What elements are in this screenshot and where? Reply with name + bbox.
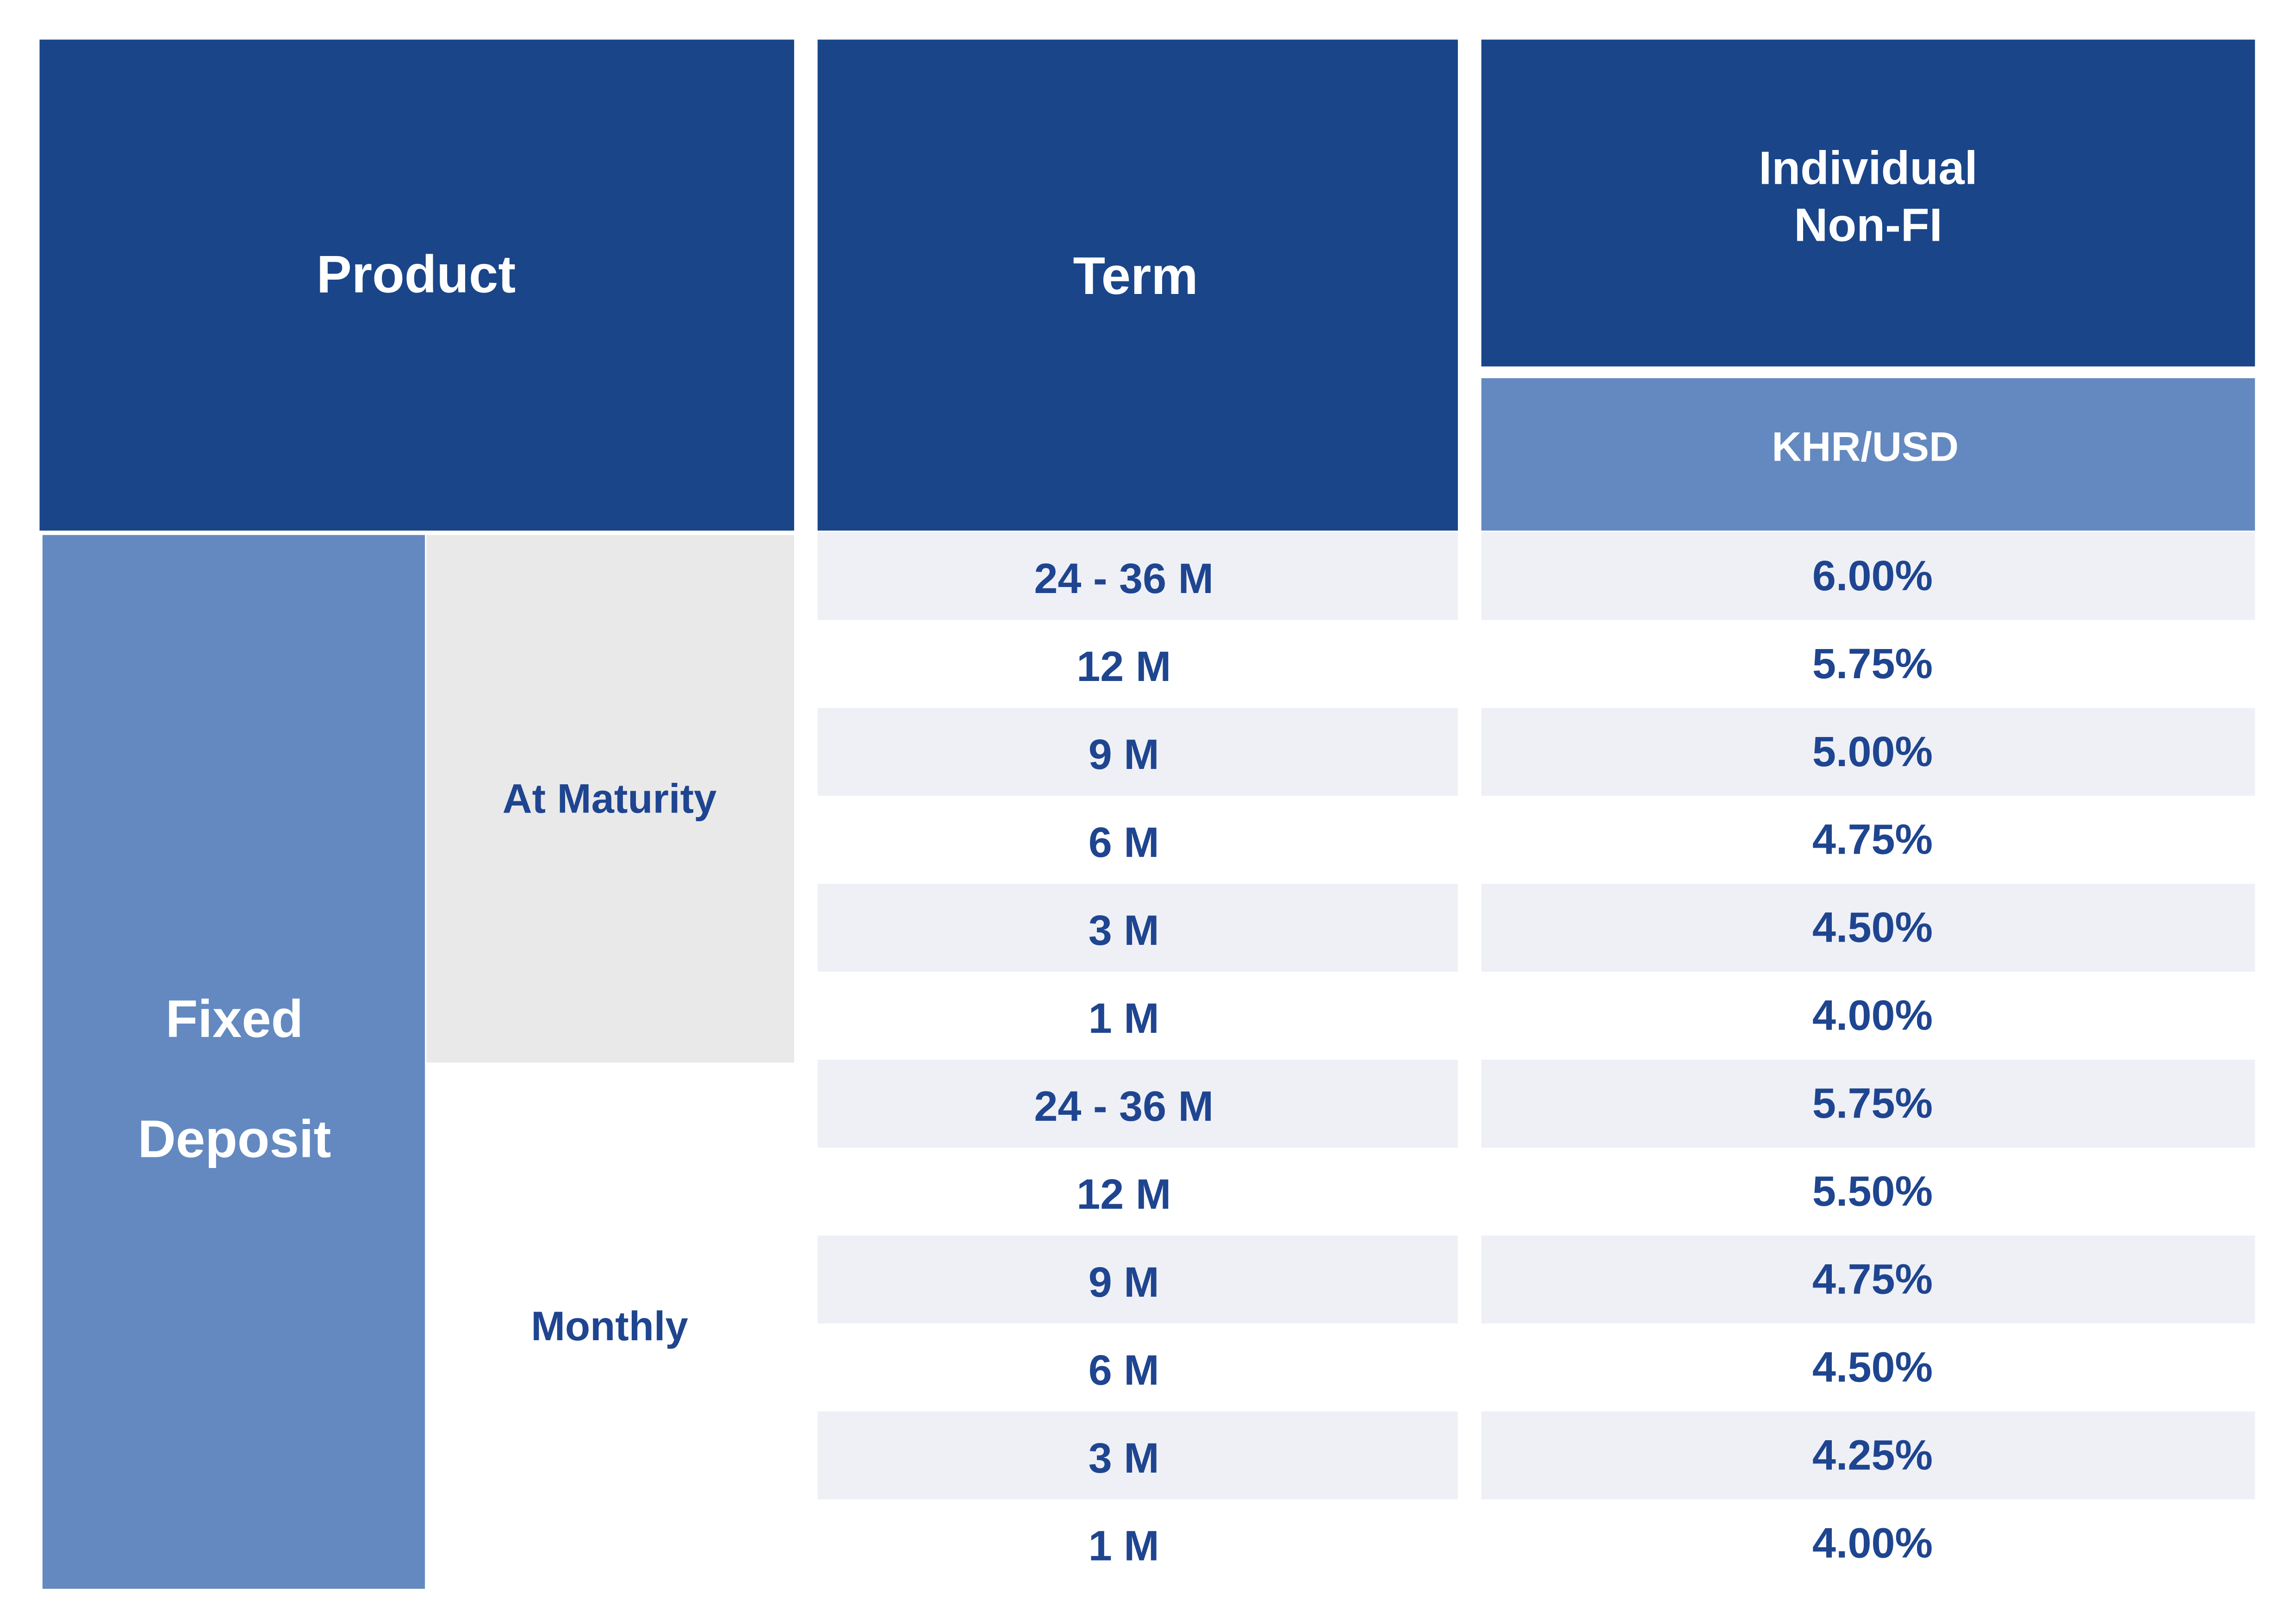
- subheader-text: KHR/USD: [1772, 424, 1959, 469]
- term-text: 1 M: [1089, 1523, 1159, 1570]
- term-text: 3 M: [1089, 1435, 1159, 1482]
- term-cell: [817, 1323, 1458, 1412]
- rate-text: 4.75%: [1812, 1256, 1933, 1303]
- rate-cell: [1481, 1235, 2255, 1324]
- rate-cell: [1481, 708, 2255, 796]
- rate-cell: [1481, 1323, 2255, 1412]
- group-cell: [426, 1062, 794, 1591]
- product-text: Deposit: [138, 1110, 331, 1169]
- header-text: Individual: [1759, 142, 1978, 194]
- rate-cell: [1481, 972, 2255, 1060]
- group-text: Monthly: [531, 1303, 688, 1349]
- header-cell: [817, 39, 1458, 531]
- rate-cell: [1481, 532, 2255, 620]
- term-cell: [817, 1499, 1458, 1587]
- term-cell: [817, 708, 1458, 796]
- term-cell: [817, 1060, 1458, 1148]
- term-cell: [817, 972, 1458, 1060]
- product-cell: [42, 535, 425, 1589]
- rate-text: 6.00%: [1812, 552, 1933, 600]
- rate-text: 4.75%: [1812, 816, 1933, 863]
- term-text: 24 - 36 M: [1034, 555, 1213, 602]
- rate-text: 4.00%: [1812, 1519, 1933, 1567]
- term-cell: [817, 1235, 1458, 1324]
- rate-cell: [1481, 1060, 2255, 1148]
- header-text: Term: [1073, 247, 1198, 306]
- rate-text: 5.75%: [1812, 1080, 1933, 1127]
- rate-cell: [1481, 884, 2255, 972]
- term-text: 6 M: [1089, 819, 1159, 866]
- term-cell: [817, 620, 1458, 708]
- rate-cell: [1481, 1499, 2255, 1587]
- term-cell: [817, 884, 1458, 972]
- term-text: 24 - 36 M: [1034, 1083, 1213, 1130]
- header-text: Non-FI: [1794, 199, 1942, 251]
- rate-text: 5.00%: [1812, 728, 1933, 775]
- term-cell: [817, 532, 1458, 620]
- product-text: Fixed: [166, 990, 304, 1049]
- header-text: Product: [317, 245, 516, 304]
- group-cell: [426, 535, 794, 1063]
- term-text: 3 M: [1089, 907, 1159, 954]
- term-text: 9 M: [1089, 731, 1159, 778]
- rate-cell: [1481, 620, 2255, 708]
- term-text: 12 M: [1076, 1171, 1171, 1218]
- rate-text: 5.75%: [1812, 640, 1933, 687]
- term-cell: [817, 1147, 1458, 1236]
- term-text: 9 M: [1089, 1259, 1159, 1306]
- term-text: 1 M: [1089, 995, 1159, 1042]
- rate-cell: [1481, 1147, 2255, 1236]
- rate-text: 4.00%: [1812, 992, 1933, 1039]
- rate-text: 4.50%: [1812, 1343, 1933, 1391]
- subheader-cell: [1481, 378, 2255, 531]
- rate-cell: [1481, 1411, 2255, 1499]
- header-cell: [39, 39, 794, 531]
- rate-text: 5.50%: [1812, 1168, 1933, 1215]
- rate-text: 4.25%: [1812, 1431, 1933, 1479]
- header-cell: [1481, 39, 2255, 367]
- term-cell: [817, 796, 1458, 884]
- group-text: At Maturity: [503, 775, 717, 821]
- term-text: 12 M: [1076, 643, 1171, 690]
- rate-text: 4.50%: [1812, 904, 1933, 951]
- rate-cell: [1481, 796, 2255, 884]
- term-text: 6 M: [1089, 1347, 1159, 1394]
- term-cell: [817, 1411, 1458, 1499]
